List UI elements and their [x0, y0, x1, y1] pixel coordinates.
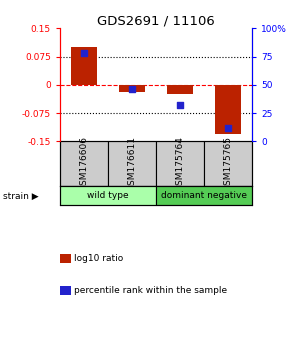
- Text: log10 ratio: log10 ratio: [74, 254, 123, 263]
- Bar: [156, 187, 252, 205]
- Text: dominant negative: dominant negative: [161, 192, 247, 200]
- Bar: [71, 47, 97, 85]
- Text: GSM175765: GSM175765: [224, 136, 232, 192]
- Text: strain ▶: strain ▶: [3, 192, 39, 200]
- Bar: [108, 141, 156, 187]
- Bar: [167, 85, 193, 94]
- Text: GSM176611: GSM176611: [128, 136, 136, 192]
- Text: GSM175764: GSM175764: [176, 136, 184, 191]
- Point: [226, 125, 230, 131]
- Bar: [60, 187, 156, 205]
- Text: percentile rank within the sample: percentile rank within the sample: [74, 286, 226, 295]
- Bar: [119, 85, 145, 92]
- Bar: [204, 141, 252, 187]
- Point: [82, 50, 86, 56]
- Bar: [156, 141, 204, 187]
- Bar: [215, 85, 241, 134]
- Text: wild type: wild type: [87, 192, 129, 200]
- Text: GSM176606: GSM176606: [80, 136, 88, 192]
- Title: GDS2691 / 11106: GDS2691 / 11106: [97, 14, 215, 27]
- Bar: [60, 141, 108, 187]
- Point: [178, 102, 182, 108]
- Point: [130, 86, 134, 92]
